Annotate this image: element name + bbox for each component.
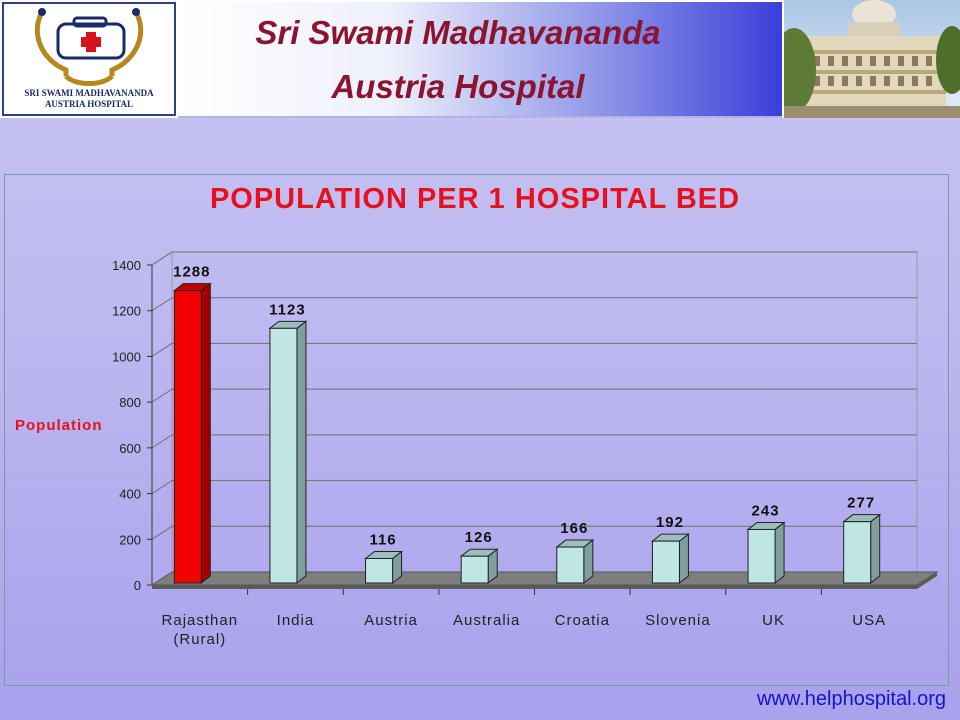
gridline [151, 388, 917, 403]
y-tick-label: 400 [119, 487, 141, 502]
x-tick-label: Croatia [555, 612, 610, 629]
bar-side [678, 533, 689, 585]
stethoscope-logo-icon [34, 8, 144, 86]
bar [460, 555, 489, 584]
data-label: 126 [465, 529, 493, 546]
bar-chart: POPULATION PER 1 HOSPITAL BED 0 200 400 600 8… [15, 183, 939, 648]
gridline [151, 297, 917, 312]
y-tick-label: 0 [134, 578, 141, 593]
gridline [151, 525, 917, 540]
bar [843, 521, 872, 584]
website-link[interactable]: www.helphospital.org [757, 688, 946, 710]
bar-side [200, 282, 211, 585]
bar-side [870, 513, 881, 585]
x-tick-label: Australia [453, 612, 520, 629]
hospital-building-icon [784, 0, 960, 118]
title-line-1: Sri Swami Madhavananda [255, 14, 661, 51]
gridline [151, 480, 917, 494]
bar-side [296, 320, 307, 585]
y-tick-label: 1000 [112, 349, 141, 364]
logo-line-2: AUSTRIA HOSPITAL [44, 99, 134, 109]
data-label: 1123 [269, 301, 306, 318]
bar [556, 546, 585, 584]
header: SRI SWAMI MADHAVANANDA AUSTRIA HOSPITAL … [0, 0, 960, 118]
bar [365, 557, 394, 584]
x-tick-label: USA [852, 612, 886, 629]
data-label: 192 [656, 514, 684, 531]
y-tick-label: 1200 [112, 304, 141, 319]
chart-panel: POPULATION PER 1 HOSPITAL BED 0 200 400 600 8… [4, 174, 949, 686]
x-tick-label: Slovenia [645, 612, 711, 629]
hospital-building-photo [784, 0, 960, 118]
x-tick-label: Rajasthan [162, 612, 239, 629]
chart-title: POPULATION PER 1 HOSPITAL BED [210, 183, 740, 215]
logo-line-1: SRI SWAMI MADHAVANANDA [24, 88, 154, 98]
bar [269, 327, 298, 584]
plot-floor-edge [152, 572, 937, 589]
bar [173, 290, 202, 584]
x-tick-label: UK [762, 612, 785, 629]
plot-area-side-wall [151, 251, 173, 586]
gridline [151, 342, 917, 357]
x-tick-label: (Rural) [173, 631, 226, 648]
data-label: 277 [847, 495, 875, 512]
data-label: 166 [560, 520, 588, 537]
y-tick-label: 800 [119, 395, 141, 410]
data-label: 1288 [173, 264, 210, 281]
hospital-logo: SRI SWAMI MADHAVANANDA AUSTRIA HOSPITAL [2, 2, 176, 116]
gridline [151, 434, 917, 449]
title-line-2: Austria Hospital [331, 68, 585, 105]
y-tick-label: 1400 [112, 258, 141, 273]
x-tick-label: Austria [364, 612, 418, 629]
y-axis-label: Population [15, 417, 103, 434]
y-tick-label: 600 [119, 441, 141, 456]
bar [651, 540, 680, 584]
data-label: 243 [752, 502, 780, 519]
bar-side [774, 521, 785, 585]
bar [747, 528, 776, 584]
x-tick-label: India [277, 612, 315, 629]
y-tick-label: 200 [119, 532, 141, 547]
data-label: 116 [369, 531, 396, 548]
title-banner: Sri Swami Madhavananda Austria Hospital [178, 2, 782, 118]
gridline [151, 251, 917, 266]
